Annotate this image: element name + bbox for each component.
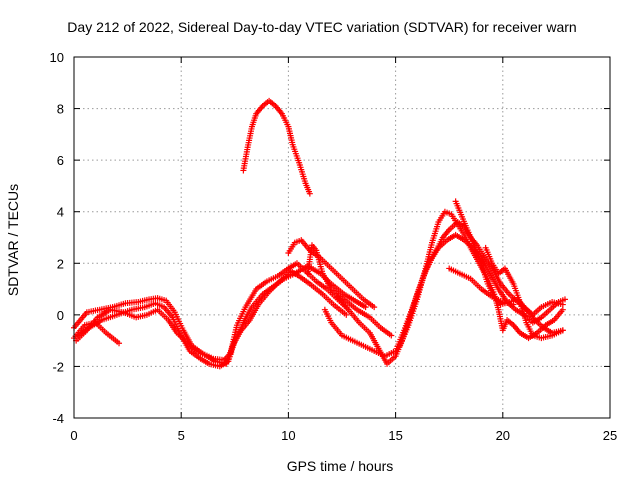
y-tick-label: 2 <box>57 256 64 271</box>
chart-title: Day 212 of 2022, Sidereal Day-to-day VTE… <box>67 19 576 35</box>
x-tick-label: 25 <box>603 428 617 443</box>
y-tick-label: 4 <box>57 205 64 220</box>
series-track-4 <box>73 268 350 367</box>
data-point <box>559 327 566 334</box>
y-tick-label: 10 <box>50 50 64 65</box>
data-point <box>559 306 566 313</box>
x-tick-label: 0 <box>70 428 77 443</box>
x-tick-label: 5 <box>178 428 185 443</box>
series-track-12 <box>446 265 517 308</box>
x-tick-label: 10 <box>281 428 295 443</box>
data-point <box>561 296 568 303</box>
series-track-9 <box>334 219 566 367</box>
x-axis-label: GPS time / hours <box>287 458 394 474</box>
series-track-11 <box>452 198 566 318</box>
series-track-13 <box>482 244 566 342</box>
data-point <box>116 340 123 347</box>
x-tick-label: 15 <box>388 428 402 443</box>
y-tick-label: -2 <box>52 359 64 374</box>
series-track-6 <box>285 237 378 311</box>
plot-frame <box>73 56 611 419</box>
x-tick-label: 20 <box>496 428 510 443</box>
data-point <box>362 304 369 311</box>
y-tick-label: 0 <box>57 308 64 323</box>
data-point <box>306 190 313 197</box>
series-track-5 <box>240 97 313 197</box>
axis-ticks: 0 5 10 15 20 25 -4 -2 0 2 4 6 8 10 <box>50 50 618 443</box>
y-axis-label: SDTVAR / TECUs <box>5 184 21 296</box>
series-track-10 <box>396 208 566 349</box>
data-point <box>510 301 517 308</box>
data-point <box>343 311 350 318</box>
data-point <box>388 332 395 339</box>
y-tick-label: 8 <box>57 102 64 117</box>
y-tick-label: 6 <box>57 153 64 168</box>
data-point <box>559 301 566 308</box>
data-point <box>371 304 378 311</box>
grid-lines <box>74 57 610 418</box>
y-tick-label: -4 <box>52 411 64 426</box>
data-points <box>71 97 568 370</box>
